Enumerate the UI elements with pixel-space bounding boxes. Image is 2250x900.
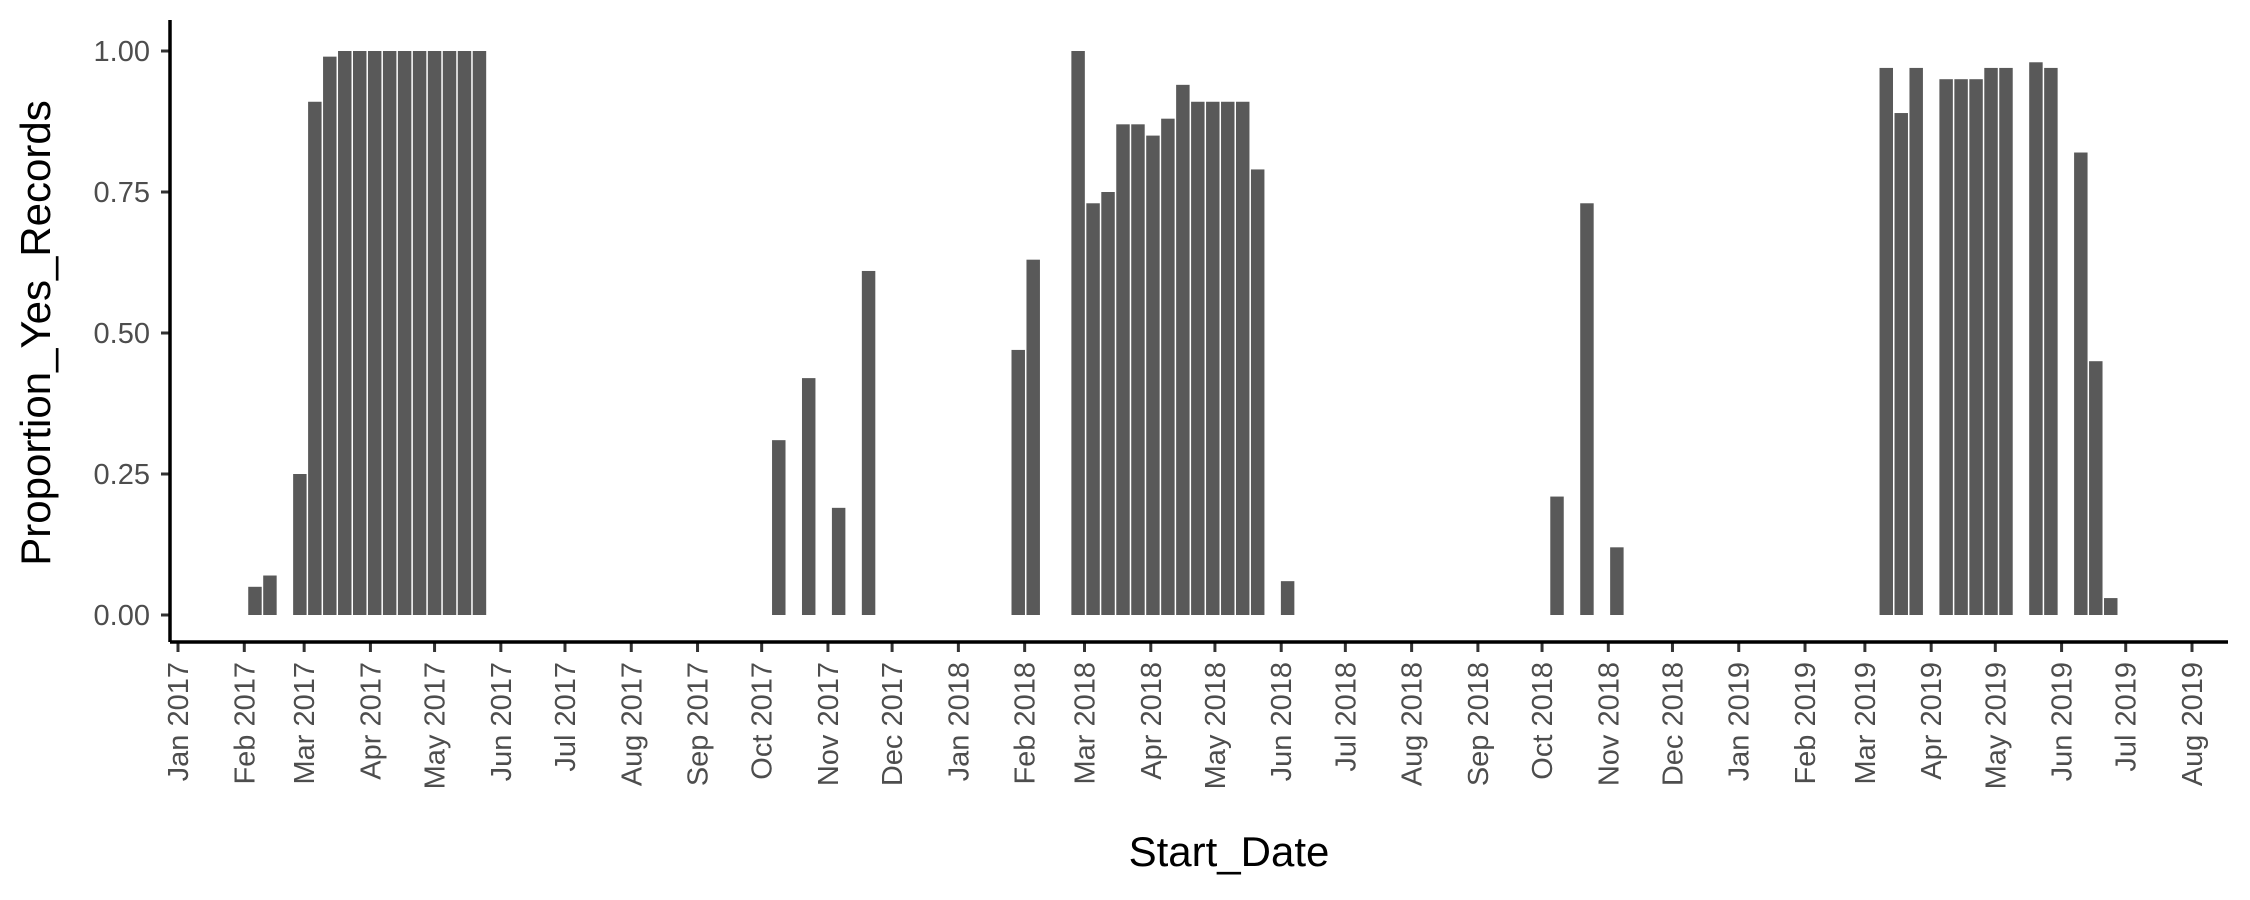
- x-tick-label: Oct 2017: [747, 662, 779, 780]
- x-tick-label: Feb 2017: [229, 662, 261, 785]
- y-axis-title: Proportion_Yes_Records: [12, 100, 59, 565]
- bar: [1206, 101, 1220, 615]
- x-axis-title: Start_Date: [1129, 828, 1330, 875]
- x-tick-label: Apr 2018: [1136, 662, 1168, 780]
- bar: [1026, 259, 1040, 615]
- bar: [1191, 101, 1205, 615]
- x-tick-label: Jan 2019: [1724, 662, 1756, 781]
- x-tick-label: Apr 2019: [1916, 662, 1948, 780]
- bar: [338, 51, 352, 615]
- bar: [427, 51, 442, 615]
- x-tick-label: Oct 2018: [1527, 662, 1559, 780]
- bar: [1235, 101, 1250, 615]
- y-axis-ticks: 0.00 0.25 0.50 0.75 1.00: [94, 36, 170, 632]
- bar: [457, 51, 472, 615]
- bar: [308, 101, 322, 615]
- bar: [442, 51, 457, 615]
- bar: [1161, 118, 1175, 616]
- x-tick-label: Jul 2019: [2111, 662, 2143, 772]
- x-axis-ticks: Jan 2017 Feb 2017 Mar 2017 Apr 2017 May 2017…: [163, 642, 2209, 789]
- bar: [412, 51, 427, 615]
- x-tick-label: Dec 2018: [1657, 662, 1689, 786]
- bar: [1550, 496, 1564, 615]
- bar: [293, 474, 307, 615]
- x-tick-label: Jan 2018: [943, 662, 975, 781]
- y-tick-label: 0.00: [94, 600, 150, 632]
- bar: [1086, 203, 1100, 615]
- bar: [831, 507, 846, 615]
- bar: [2074, 152, 2088, 615]
- bar: [1221, 101, 1235, 615]
- x-tick-label: Mar 2019: [1850, 662, 1882, 785]
- bar: [382, 51, 397, 615]
- x-tick-label: Mar 2018: [1070, 662, 1102, 785]
- bar: [772, 440, 786, 615]
- bar: [1071, 51, 1085, 615]
- y-tick-label: 1.00: [94, 36, 150, 68]
- x-tick-label: Aug 2017: [616, 662, 648, 786]
- bar: [1116, 124, 1130, 615]
- bar: [1011, 349, 1025, 615]
- y-tick-label: 0.50: [94, 318, 150, 350]
- x-tick-label: Jun 2017: [486, 662, 518, 781]
- bar: [323, 56, 337, 615]
- bar: [1939, 79, 1953, 615]
- x-tick-label: Jun 2018: [1266, 662, 1298, 781]
- bar: [1999, 67, 2013, 616]
- x-tick-label: Sep 2017: [683, 662, 715, 786]
- x-tick-label: Nov 2017: [813, 662, 845, 786]
- bar: [353, 51, 367, 615]
- bar: [1101, 192, 1115, 615]
- bar: [1954, 79, 1968, 615]
- bar: [801, 378, 816, 615]
- bar: [1610, 547, 1624, 615]
- bar: [1146, 135, 1160, 615]
- bar: [1969, 79, 1983, 615]
- x-tick-label: Jul 2017: [550, 662, 582, 772]
- y-tick-label: 0.75: [94, 177, 150, 209]
- bar: [248, 586, 262, 615]
- bars-group: [248, 51, 2118, 616]
- bar: [1984, 67, 1998, 616]
- x-tick-label: Aug 2018: [1397, 662, 1429, 786]
- x-tick-label: May 2019: [1980, 662, 2012, 789]
- x-tick-label: May 2018: [1200, 662, 1232, 789]
- bar: [2104, 598, 2118, 615]
- bar: [2044, 67, 2058, 616]
- x-tick-label: Feb 2019: [1790, 662, 1822, 785]
- bar: [1580, 203, 1594, 615]
- bar: [1909, 67, 1923, 616]
- bar: [861, 270, 876, 615]
- bar: [397, 51, 412, 615]
- bar: [2029, 62, 2043, 615]
- bar: [1280, 581, 1295, 615]
- x-tick-label: Jun 2019: [2047, 662, 2079, 781]
- bar: [472, 51, 487, 615]
- x-tick-label: Sep 2018: [1463, 662, 1495, 786]
- x-tick-label: Jul 2018: [1330, 662, 1362, 772]
- x-tick-label: May 2017: [420, 662, 452, 789]
- x-tick-label: Dec 2017: [877, 662, 909, 786]
- bar: [1131, 124, 1145, 615]
- x-tick-label: Jan 2017: [163, 662, 195, 781]
- x-tick-label: Nov 2018: [1593, 662, 1625, 786]
- bar: [367, 51, 382, 615]
- bar: [263, 575, 277, 615]
- bar: [1894, 113, 1908, 615]
- bar: [1250, 169, 1265, 615]
- x-tick-label: Feb 2018: [1010, 662, 1042, 785]
- x-tick-label: Aug 2019: [2177, 662, 2209, 786]
- x-tick-label: Mar 2017: [289, 662, 321, 785]
- y-tick-label: 0.25: [94, 459, 150, 491]
- x-tick-label: Apr 2017: [355, 662, 387, 780]
- bar: [1176, 84, 1190, 616]
- bar: [2089, 361, 2103, 615]
- bar: [1879, 67, 1893, 616]
